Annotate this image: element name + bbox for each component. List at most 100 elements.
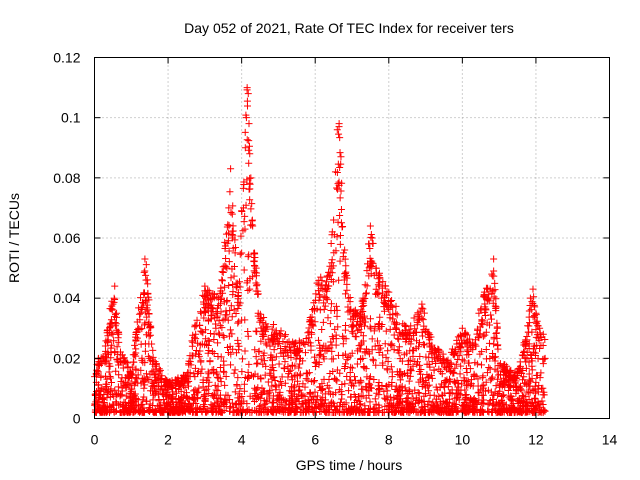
data-point [195,384,203,392]
data-point [361,348,369,356]
data-point [317,403,325,411]
data-point [240,387,248,395]
data-point [523,408,531,416]
data-point [152,365,160,373]
data-point [272,353,280,361]
data-point [412,344,420,352]
data-point [232,349,240,357]
y-tick-label: 0.04 [53,290,80,306]
data-point [381,300,389,308]
data-point [225,247,233,255]
data-point [389,303,397,311]
data-point [393,321,401,329]
data-point [510,406,518,414]
data-point [487,315,495,323]
data-point [202,307,210,315]
data-point [243,97,251,105]
data-point [313,395,321,403]
data-point [329,278,337,286]
data-point [218,408,226,416]
data-point [407,335,415,343]
data-point [430,403,438,411]
data-point [500,380,508,388]
data-point [241,144,249,152]
data-point [203,303,211,311]
data-point [357,378,365,386]
data-point [478,319,486,327]
data-point [490,255,498,263]
data-points [91,84,549,416]
data-point [135,324,143,332]
data-point [532,326,540,334]
data-point [349,323,357,331]
data-point [405,377,413,385]
data-point [373,291,381,299]
data-point [245,251,253,259]
data-point [488,375,496,383]
data-point [97,354,105,362]
data-point [374,323,382,331]
data-point [393,393,401,401]
data-point [343,373,351,381]
data-point [405,400,413,408]
data-point [283,339,291,347]
data-point [428,349,436,357]
data-point [310,378,318,386]
data-point [474,375,482,383]
data-point [142,261,150,269]
data-point [115,338,123,346]
data-point [328,347,336,355]
data-point [396,355,404,363]
data-point [446,389,454,397]
data-point [333,184,341,192]
data-point [146,331,154,339]
data-point [484,401,492,409]
data-point [146,408,154,416]
data-point [251,268,259,276]
data-point [146,387,154,395]
data-point [377,294,385,302]
data-point [220,400,228,408]
data-point [244,327,252,335]
data-point [277,331,285,339]
data-point [124,402,132,410]
data-point [255,348,263,356]
data-point [243,277,251,285]
data-point [252,272,260,280]
data-point [245,137,253,145]
data-point [394,347,402,355]
data-point [334,351,342,359]
data-point [321,302,329,310]
data-point [127,387,135,395]
data-point [252,392,260,400]
data-point [485,339,493,347]
data-point [117,408,125,416]
data-point [324,273,332,281]
data-point [197,309,205,317]
data-point [253,281,261,289]
data-point [262,339,270,347]
data-point [336,134,344,142]
data-point [369,405,377,413]
data-point [525,322,533,330]
data-point [142,370,150,378]
data-point [478,391,486,399]
data-point [131,351,139,359]
data-point [153,402,161,410]
data-point [493,375,501,383]
data-point [234,295,242,303]
data-point [355,397,363,405]
data-point [191,364,199,372]
data-point [439,350,447,358]
data-point [461,408,469,416]
data-point [360,322,368,330]
data-point [195,352,203,360]
data-point [276,378,284,386]
data-point [218,276,226,284]
data-point [319,318,327,326]
data-point [382,395,390,403]
data-point [224,316,232,324]
data-point [464,402,472,410]
data-point [411,386,419,394]
data-point [494,390,502,398]
